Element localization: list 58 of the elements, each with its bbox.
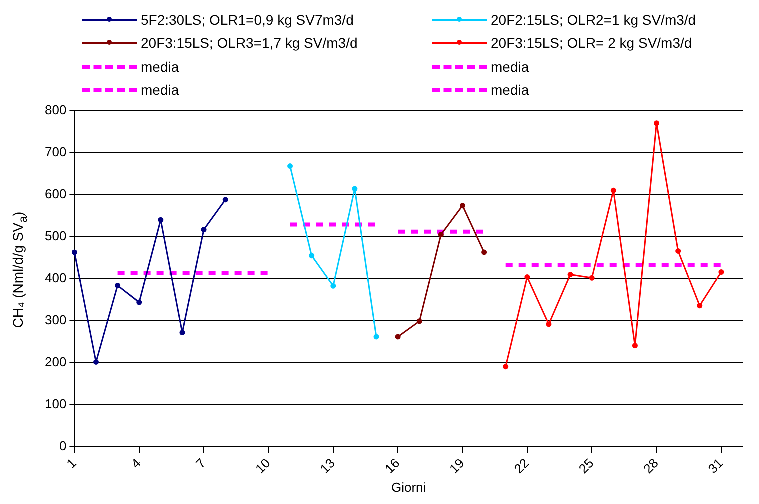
point bbox=[158, 217, 164, 223]
x-tick-label: 25 bbox=[576, 456, 597, 477]
y-tick-label: 0 bbox=[59, 438, 67, 454]
point bbox=[374, 334, 380, 340]
point bbox=[546, 322, 552, 328]
point bbox=[136, 300, 142, 306]
point bbox=[395, 334, 401, 340]
legend-label: media bbox=[491, 82, 530, 98]
point bbox=[654, 120, 660, 126]
y-tick-label: 500 bbox=[44, 228, 67, 244]
point bbox=[416, 318, 422, 324]
point bbox=[718, 269, 724, 275]
x-tick-label: 16 bbox=[382, 456, 403, 477]
x-tick-label: 1 bbox=[64, 456, 80, 472]
point bbox=[632, 343, 638, 349]
y-tick-label: 700 bbox=[44, 144, 67, 160]
legend-label: 20F3:15LS; OLR= 2 kg SV/m3/d bbox=[491, 35, 692, 51]
point bbox=[180, 330, 186, 336]
y-tick-label: 400 bbox=[44, 270, 67, 286]
legend-label: 20F3:15LS; OLR3=1,7 kg SV/m3/d bbox=[141, 35, 358, 51]
y-tick-label: 800 bbox=[44, 102, 67, 118]
y-tick-label: 200 bbox=[44, 354, 67, 370]
point bbox=[201, 227, 207, 233]
x-tick-label: 28 bbox=[640, 456, 662, 477]
y-tick-label: 300 bbox=[44, 312, 67, 328]
x-tick-label: 13 bbox=[317, 456, 338, 477]
point bbox=[222, 197, 228, 203]
x-tick-label: 7 bbox=[192, 456, 209, 472]
legend-label: 20F2:15LS; OLR2=1 kg SV/m3/d bbox=[491, 12, 696, 28]
point bbox=[94, 359, 99, 365]
point bbox=[72, 250, 78, 256]
point bbox=[460, 203, 466, 209]
point bbox=[676, 248, 682, 254]
point bbox=[438, 232, 444, 238]
point bbox=[309, 253, 315, 259]
point bbox=[589, 275, 595, 281]
point bbox=[330, 283, 336, 289]
x-tick-label: 19 bbox=[446, 456, 468, 477]
point bbox=[568, 272, 574, 278]
point bbox=[697, 303, 703, 309]
y-tick-label: 600 bbox=[44, 186, 67, 202]
legend-label: media bbox=[141, 58, 180, 74]
y-tick-label: 100 bbox=[44, 396, 67, 412]
x-tick-label: 4 bbox=[128, 456, 144, 472]
x-tick-label: 22 bbox=[511, 456, 532, 477]
point bbox=[482, 250, 488, 256]
x-tick-label: 31 bbox=[705, 456, 726, 477]
point bbox=[503, 364, 509, 370]
point bbox=[352, 186, 358, 192]
point bbox=[288, 164, 294, 170]
point bbox=[115, 282, 121, 288]
point bbox=[524, 274, 530, 280]
legend-label: 5F2:30LS; OLR1=0,9 kg SV7m3/d bbox=[141, 12, 354, 28]
x-tick-label: 10 bbox=[252, 456, 274, 477]
legend-label: media bbox=[141, 82, 180, 98]
point bbox=[610, 188, 616, 194]
legend-label: media bbox=[491, 58, 530, 74]
x-axis-title: Giorni bbox=[392, 480, 426, 495]
